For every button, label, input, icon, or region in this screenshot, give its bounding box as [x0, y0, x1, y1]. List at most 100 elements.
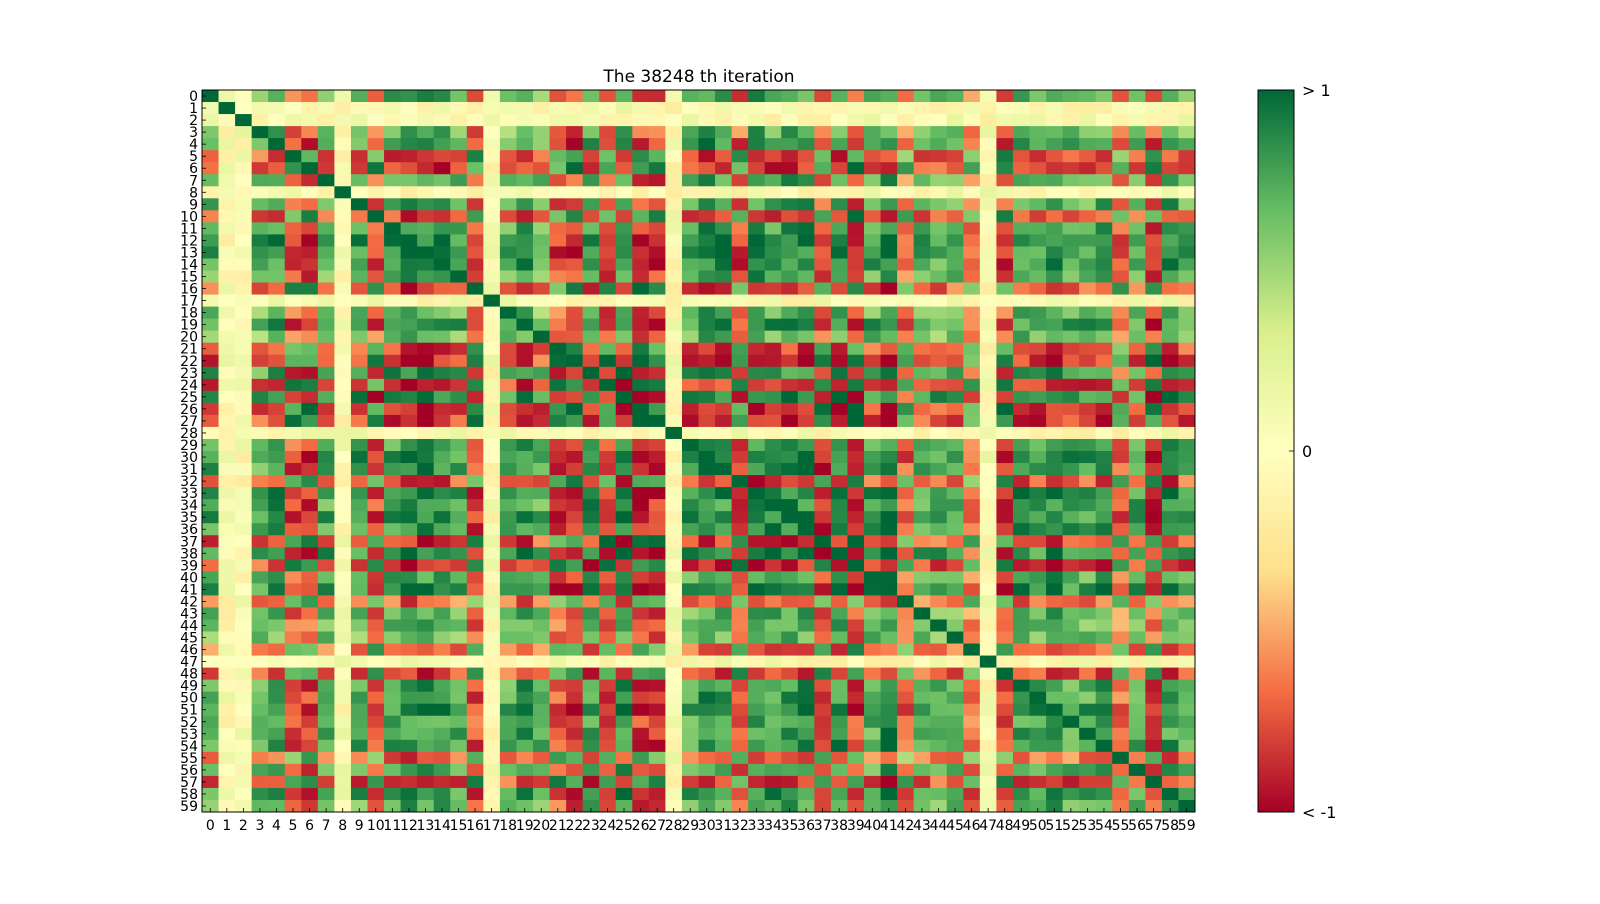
heatmap-cell [1145, 102, 1163, 115]
heatmap-cell [731, 559, 749, 572]
heatmap-cell [963, 174, 981, 187]
heatmap-cell [466, 414, 484, 428]
heatmap-cell [268, 475, 286, 488]
heatmap-cell [979, 451, 997, 464]
heatmap-cell [665, 378, 683, 392]
heatmap-cell [582, 763, 600, 777]
heatmap-cell [897, 775, 915, 789]
heatmap-cell [1095, 366, 1113, 380]
heatmap-cell [533, 763, 550, 777]
heatmap-cell [466, 342, 484, 356]
heatmap-cell [648, 799, 666, 813]
heatmap-cell [350, 451, 368, 464]
heatmap-cell [334, 775, 352, 789]
heatmap-cell [284, 451, 302, 464]
heatmap-cell [417, 451, 435, 464]
heatmap-cell [235, 162, 253, 175]
heatmap-cell [235, 751, 253, 765]
heatmap-cell [1046, 210, 1063, 223]
heatmap-cell [698, 643, 716, 656]
heatmap-cell [615, 667, 633, 681]
heatmap-cell [284, 607, 302, 620]
heatmap-cell [1029, 631, 1047, 644]
heatmap-cell [450, 451, 468, 464]
heatmap-cell [880, 318, 898, 332]
heatmap-cell [847, 583, 865, 596]
heatmap-cell [1128, 174, 1146, 187]
heatmap-cell [946, 583, 964, 596]
heatmap-cell [1128, 655, 1146, 668]
heatmap-cell [466, 667, 484, 681]
heatmap-cell [1079, 583, 1097, 596]
heatmap-cell [350, 487, 368, 500]
heatmap-cell [202, 679, 219, 693]
heatmap-cell [880, 342, 898, 356]
heatmap-cell [847, 631, 865, 644]
heatmap-cell [847, 643, 865, 656]
heatmap-cell [632, 138, 650, 151]
heatmap-cell [847, 511, 865, 524]
heatmap-cell [202, 426, 219, 440]
heatmap-cell [251, 426, 269, 440]
heatmap-cell [632, 655, 650, 668]
heatmap-cell [251, 282, 269, 295]
heatmap-cell [466, 739, 484, 753]
heatmap-cell [1145, 475, 1163, 488]
heatmap-cell [1046, 547, 1063, 560]
heatmap-cell [1062, 414, 1080, 428]
heatmap-cell [830, 463, 848, 476]
heatmap-cell [665, 222, 683, 235]
heatmap-cell [847, 751, 865, 765]
heatmap-cell [731, 667, 749, 681]
heatmap-cell [764, 402, 782, 416]
heatmap-cell [1145, 198, 1163, 211]
heatmap-cell [218, 414, 236, 428]
heatmap-cell [880, 198, 898, 211]
heatmap-cell [1161, 258, 1179, 271]
heatmap-cell [367, 499, 385, 512]
heatmap-cell [499, 342, 517, 356]
heatmap-cell [681, 763, 699, 777]
heatmap-cell [251, 763, 269, 777]
heatmap-cell [1079, 126, 1097, 139]
heatmap-cell [466, 282, 484, 295]
heatmap-cell [681, 426, 699, 440]
heatmap-cell [830, 739, 848, 753]
heatmap-cell [814, 643, 832, 656]
y-tick-label: 52 [180, 715, 198, 731]
heatmap-cell [781, 619, 799, 632]
heatmap-cell [748, 378, 766, 392]
heatmap-cell [268, 186, 286, 199]
heatmap-cell [1112, 414, 1130, 428]
heatmap-cell [1178, 571, 1196, 584]
heatmap-cell [781, 414, 799, 428]
heatmap-cell [814, 751, 832, 765]
heatmap-cell [1046, 306, 1063, 320]
heatmap-cell [1029, 487, 1047, 500]
heatmap-cell [1178, 727, 1196, 741]
heatmap-cell [516, 330, 534, 344]
heatmap-cell [549, 378, 567, 392]
heatmap-cell [946, 390, 964, 404]
heatmap-cell [632, 763, 650, 777]
heatmap-cell [880, 294, 898, 307]
heatmap-cell [284, 246, 302, 259]
heatmap-cell [880, 799, 898, 813]
heatmap-cell [814, 342, 832, 356]
heatmap-cell [1128, 451, 1146, 464]
heatmap-cell [864, 691, 881, 705]
heatmap-cell [1029, 306, 1047, 320]
heatmap-cell [963, 703, 981, 717]
heatmap-cell [400, 715, 418, 729]
heatmap-cell [235, 102, 253, 115]
heatmap-cell [1079, 763, 1097, 777]
heatmap-cell [1178, 739, 1196, 753]
heatmap-cell [533, 186, 550, 199]
heatmap-cell [1095, 390, 1113, 404]
heatmap-cell [334, 426, 352, 440]
heatmap-cell [334, 210, 352, 223]
heatmap-cell [384, 655, 401, 668]
heatmap-cell [235, 234, 253, 247]
heatmap-cell [516, 270, 534, 283]
heatmap-cell [284, 619, 302, 632]
